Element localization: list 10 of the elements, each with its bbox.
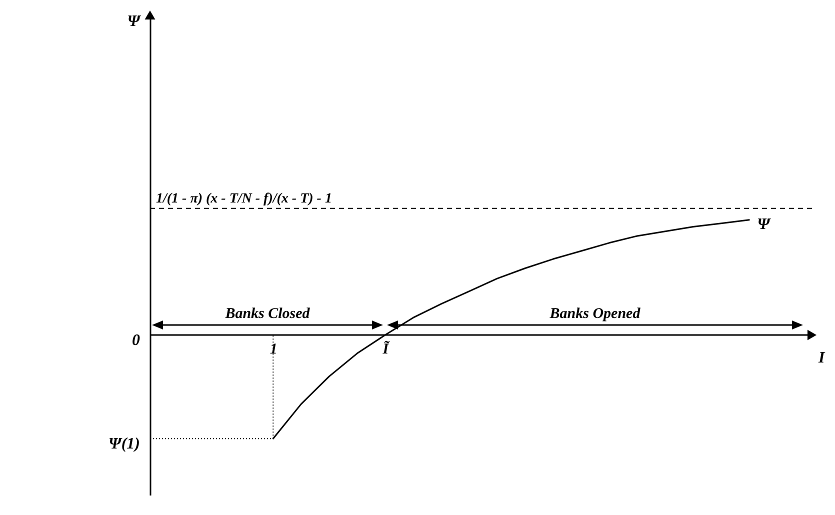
- text: Ψ(1): [108, 436, 140, 453]
- series-label: Ψ: [757, 216, 772, 233]
- x-tick-label: 1: [270, 342, 278, 358]
- x-axis-title: I: [818, 350, 826, 366]
- text: 0: [132, 332, 140, 349]
- text: Ψ: [127, 13, 142, 30]
- annotation: Banks Closed: [224, 306, 310, 322]
- ref-line-label: 1/(1 - π) (x - T/N - f)/(x - T) - 1: [156, 191, 332, 206]
- x-tick-label: Ĩ: [382, 340, 390, 358]
- annotation: Banks Opened: [548, 306, 641, 322]
